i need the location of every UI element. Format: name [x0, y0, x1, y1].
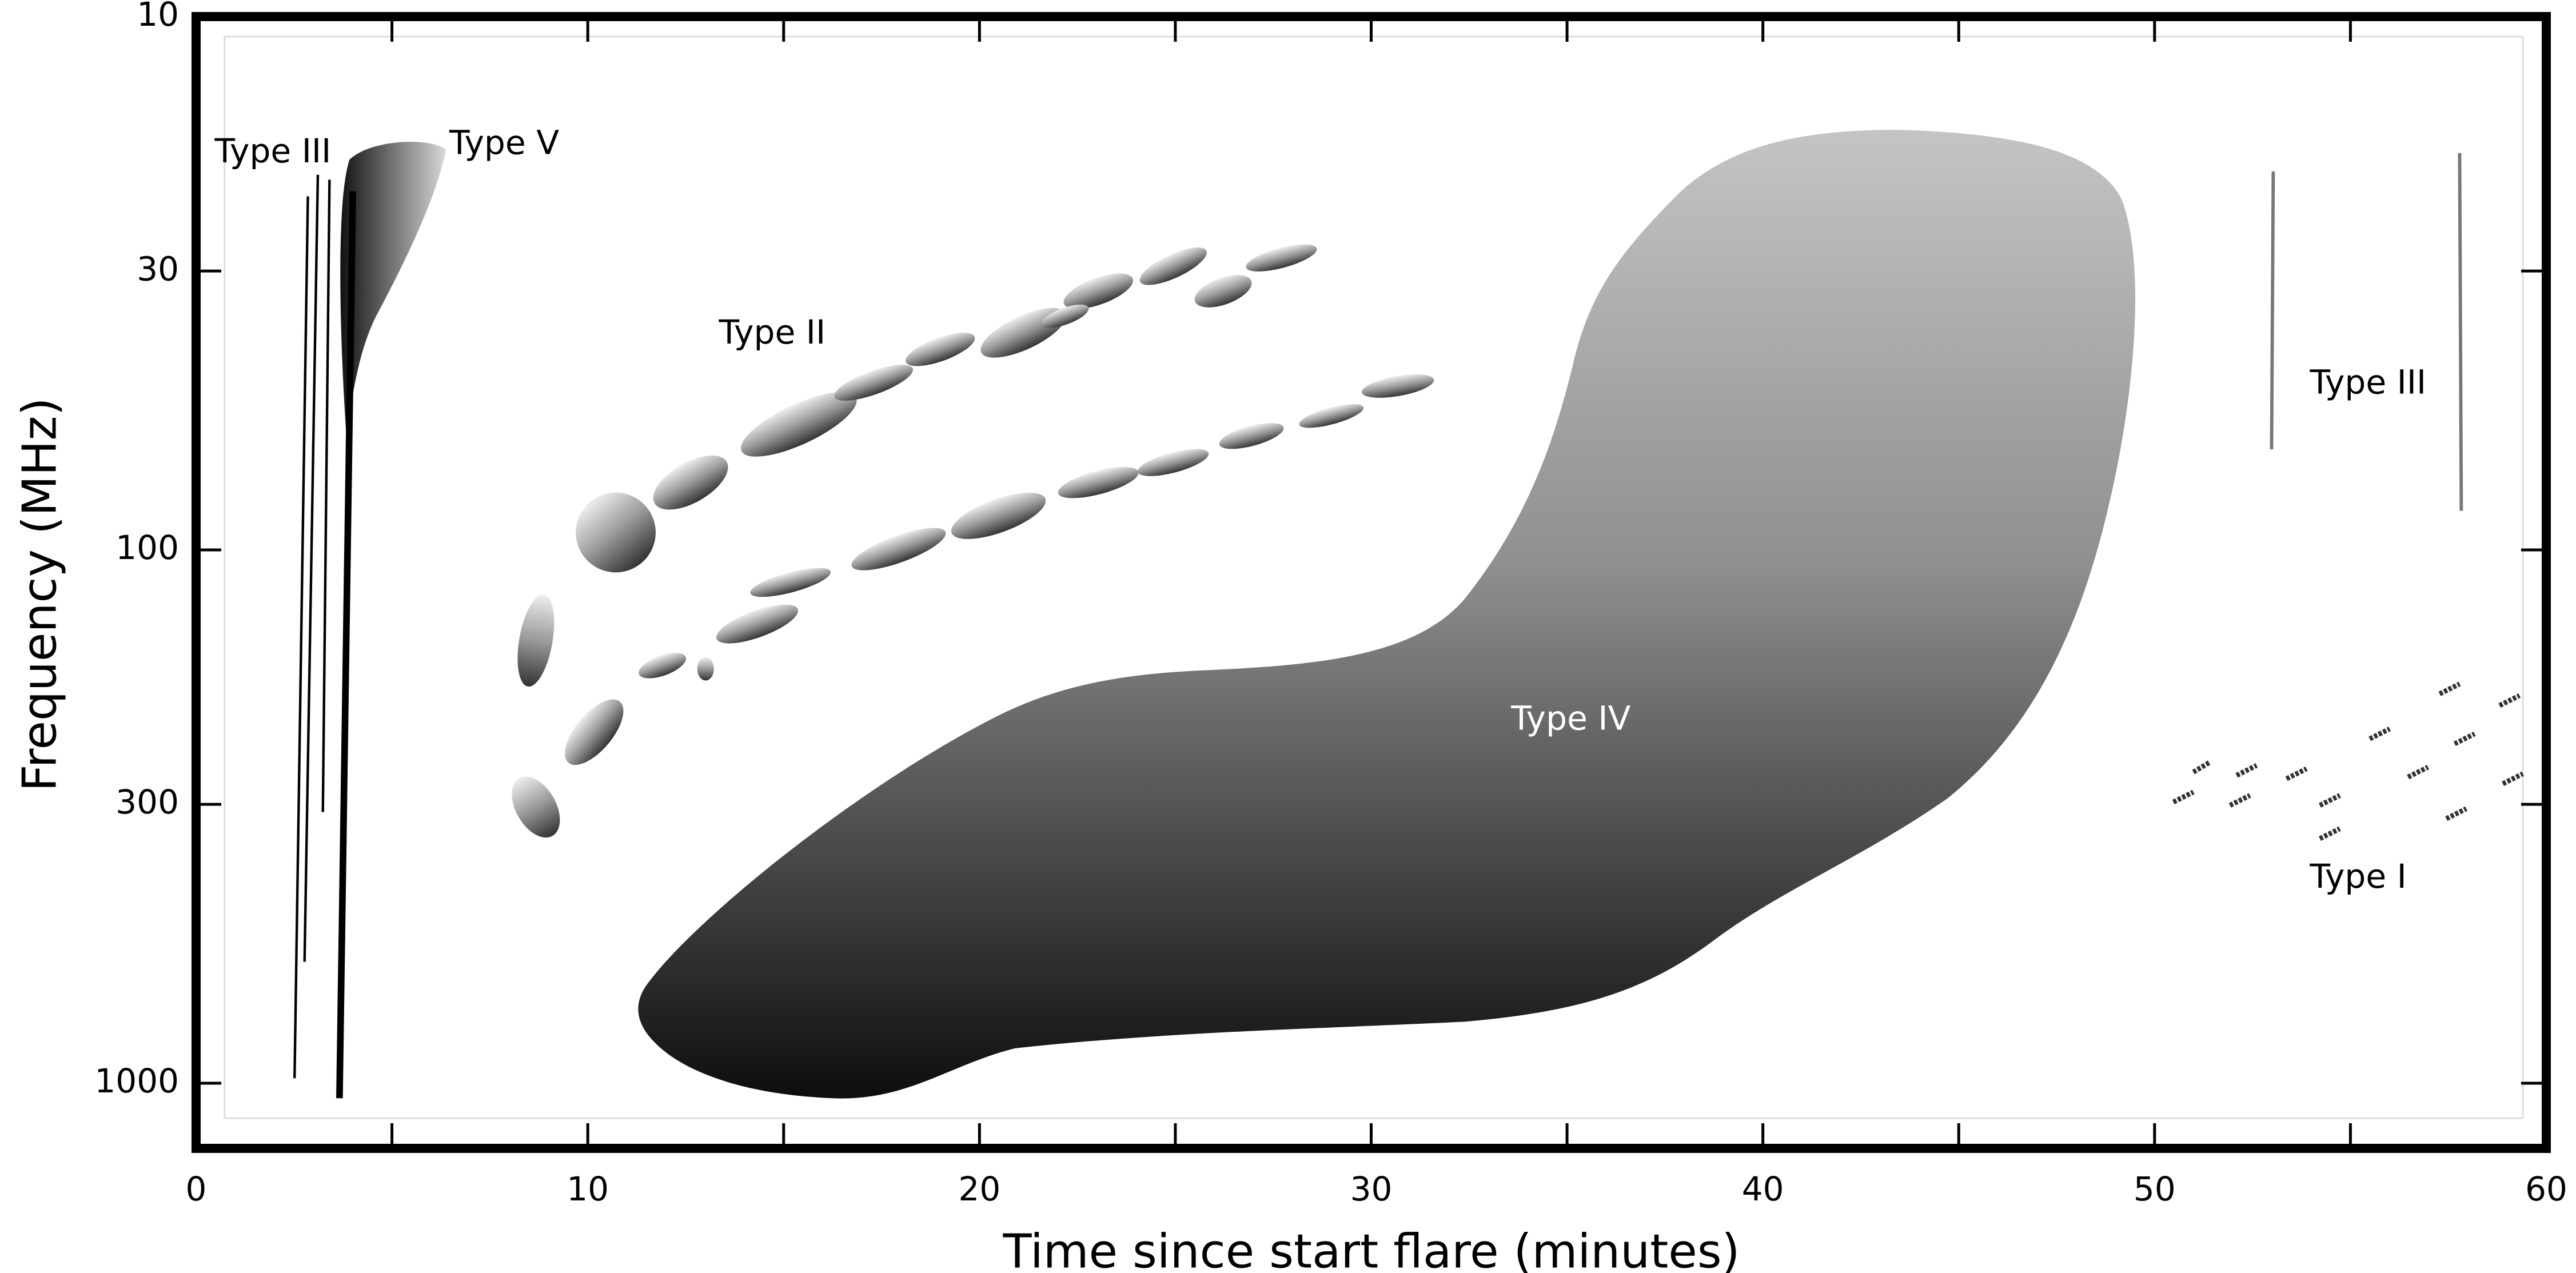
y-tick-label: 100 — [115, 528, 179, 567]
inner-frame — [224, 35, 2524, 1119]
x-tick-label: 60 — [2525, 1170, 2567, 1208]
y-tick-label: 1000 — [94, 1062, 179, 1100]
y-tick-label: 30 — [137, 249, 179, 288]
annotation: Type V — [449, 123, 559, 162]
type-ii-patches — [512, 244, 1434, 838]
annotation: Type III — [214, 131, 332, 170]
type-iii-lines-right — [2270, 153, 2463, 511]
type-iii-lines-left — [293, 174, 356, 1099]
annotation: Type IV — [1510, 699, 1630, 738]
y-axis-label: Frequency (MHz) — [13, 397, 67, 791]
x-tick-label: 0 — [186, 1170, 207, 1208]
x-tick-label: 10 — [567, 1170, 609, 1208]
annotation: Type II — [719, 313, 826, 352]
annotation: Type III — [2309, 363, 2426, 402]
type-v-region — [340, 142, 446, 433]
x-tick-label: 20 — [958, 1170, 1000, 1208]
x-axis-label: Time since start flare (minutes) — [1002, 1224, 1740, 1273]
y-tick-label: 300 — [115, 783, 179, 821]
x-tick-label: 30 — [1350, 1170, 1393, 1208]
illustration: Type III Type V Type II Type IV Type III… — [214, 35, 2525, 1119]
x-tick-label: 50 — [2134, 1170, 2176, 1208]
annotation: Type I — [2309, 857, 2406, 896]
y-tick-label: 10 — [137, 0, 179, 34]
x-tick-label: 40 — [1742, 1170, 1784, 1208]
type-iv-region — [638, 130, 2136, 1099]
type-i-bursts — [2172, 681, 2525, 841]
